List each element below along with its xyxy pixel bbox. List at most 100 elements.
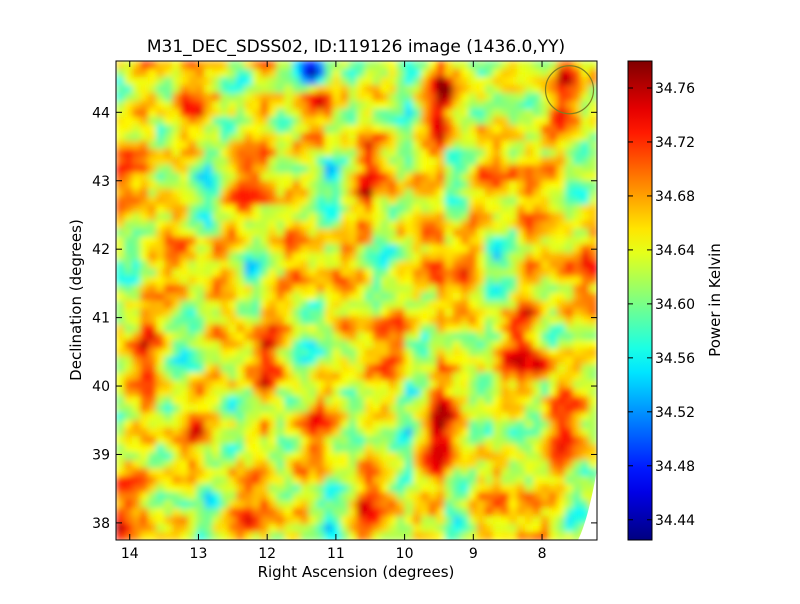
heatmap-cell <box>308 292 318 302</box>
heatmap-cell <box>220 212 229 222</box>
heatmap-cell <box>196 92 205 102</box>
heatmap-cell <box>468 68 478 78</box>
heatmap-cell <box>412 156 422 166</box>
heatmap-cell <box>468 460 478 469</box>
heatmap-cell <box>388 108 398 118</box>
heatmap-cell <box>492 484 502 493</box>
heatmap-cell <box>148 380 157 389</box>
heatmap-cell <box>228 364 237 373</box>
heatmap-cell <box>428 476 438 485</box>
heatmap-cell <box>364 100 374 110</box>
heatmap-cell <box>212 148 221 158</box>
heatmap-cell <box>124 356 133 365</box>
heatmap-cell <box>524 276 534 286</box>
heatmap-cell <box>508 492 518 501</box>
heatmap-cell <box>588 68 597 78</box>
heatmap-cell <box>388 332 398 342</box>
heatmap-cell <box>484 188 494 198</box>
heatmap-cell <box>564 220 574 230</box>
heatmap-cell <box>316 276 326 286</box>
heatmap-cell <box>300 364 309 373</box>
heatmap-cell <box>148 228 157 238</box>
heatmap-cell <box>340 532 350 540</box>
heatmap-cell <box>340 276 350 286</box>
heatmap-cell <box>140 356 149 365</box>
heatmap-cell <box>140 348 149 357</box>
heatmap-cell <box>436 444 446 453</box>
heatmap-cell <box>172 220 181 230</box>
heatmap-cell <box>468 212 478 222</box>
heatmap-cell <box>532 500 542 509</box>
heatmap-cell <box>236 396 245 405</box>
heatmap-cell <box>532 532 542 540</box>
heatmap-cell <box>220 276 229 286</box>
heatmap-cell <box>428 508 438 517</box>
heatmap-cell <box>540 388 550 397</box>
heatmap-cell <box>348 332 358 342</box>
heatmap-cell <box>524 420 534 429</box>
heatmap-cell <box>532 436 542 445</box>
heatmap-cell <box>412 140 422 150</box>
heatmap-cell <box>252 61 261 70</box>
heatmap-cell <box>220 92 229 102</box>
heatmap-cell <box>500 508 510 517</box>
heatmap-cell <box>340 140 350 150</box>
heatmap-cell <box>244 212 253 222</box>
heatmap-cell <box>268 436 277 445</box>
heatmap-cell <box>460 61 470 70</box>
heatmap-cell <box>460 476 470 485</box>
heatmap-cell <box>388 284 398 294</box>
heatmap-cell <box>412 396 422 405</box>
heatmap-cell <box>492 260 502 270</box>
heatmap-cell <box>524 252 534 262</box>
heatmap-cell <box>548 500 558 509</box>
heatmap-cell <box>484 180 494 190</box>
heatmap-cell <box>252 484 261 493</box>
heatmap-cell <box>220 316 229 326</box>
heatmap-cell <box>276 340 285 349</box>
heatmap-cell <box>292 116 301 126</box>
heatmap-cell <box>324 148 334 158</box>
heatmap-cell <box>156 140 165 150</box>
heatmap-cell <box>540 244 550 254</box>
heatmap-cell <box>484 388 494 397</box>
heatmap-cell <box>204 156 213 166</box>
heatmap-cell <box>212 212 221 222</box>
heatmap-cell <box>212 180 221 190</box>
heatmap-cell <box>244 476 253 485</box>
heatmap-cell <box>516 444 526 453</box>
heatmap-cell <box>420 76 430 86</box>
heatmap-cell <box>476 484 486 493</box>
heatmap-cell <box>196 196 205 206</box>
heatmap-cell <box>228 124 237 134</box>
heatmap-cell <box>412 92 422 102</box>
heatmap-cell <box>236 236 245 246</box>
heatmap-cell <box>556 92 566 102</box>
heatmap-cell <box>372 396 382 405</box>
heatmap-cell <box>156 108 165 118</box>
heatmap-cell <box>532 308 542 318</box>
heatmap-cell <box>132 412 141 421</box>
heatmap-cell <box>420 324 430 334</box>
heatmap-cell <box>540 404 550 413</box>
heatmap-cell <box>228 492 237 501</box>
heatmap-cell <box>444 428 454 437</box>
heatmap-cell <box>180 268 189 278</box>
heatmap-cell <box>268 460 277 469</box>
heatmap-cell <box>132 388 141 397</box>
heatmap-cell <box>476 468 486 477</box>
heatmap-cell <box>284 292 293 302</box>
heatmap-cell <box>436 404 446 413</box>
heatmap-cell <box>556 172 566 182</box>
heatmap-cell <box>124 396 133 405</box>
heatmap-cell <box>396 428 406 437</box>
heatmap-cell <box>420 508 430 517</box>
heatmap-cell <box>436 68 446 78</box>
heatmap-cell <box>484 108 494 118</box>
heatmap-cell <box>476 444 486 453</box>
heatmap-cell <box>580 340 590 349</box>
heatmap-cell <box>548 300 558 310</box>
heatmap-cell <box>492 388 502 397</box>
heatmap-cell <box>476 212 486 222</box>
heatmap-cell <box>340 492 350 501</box>
